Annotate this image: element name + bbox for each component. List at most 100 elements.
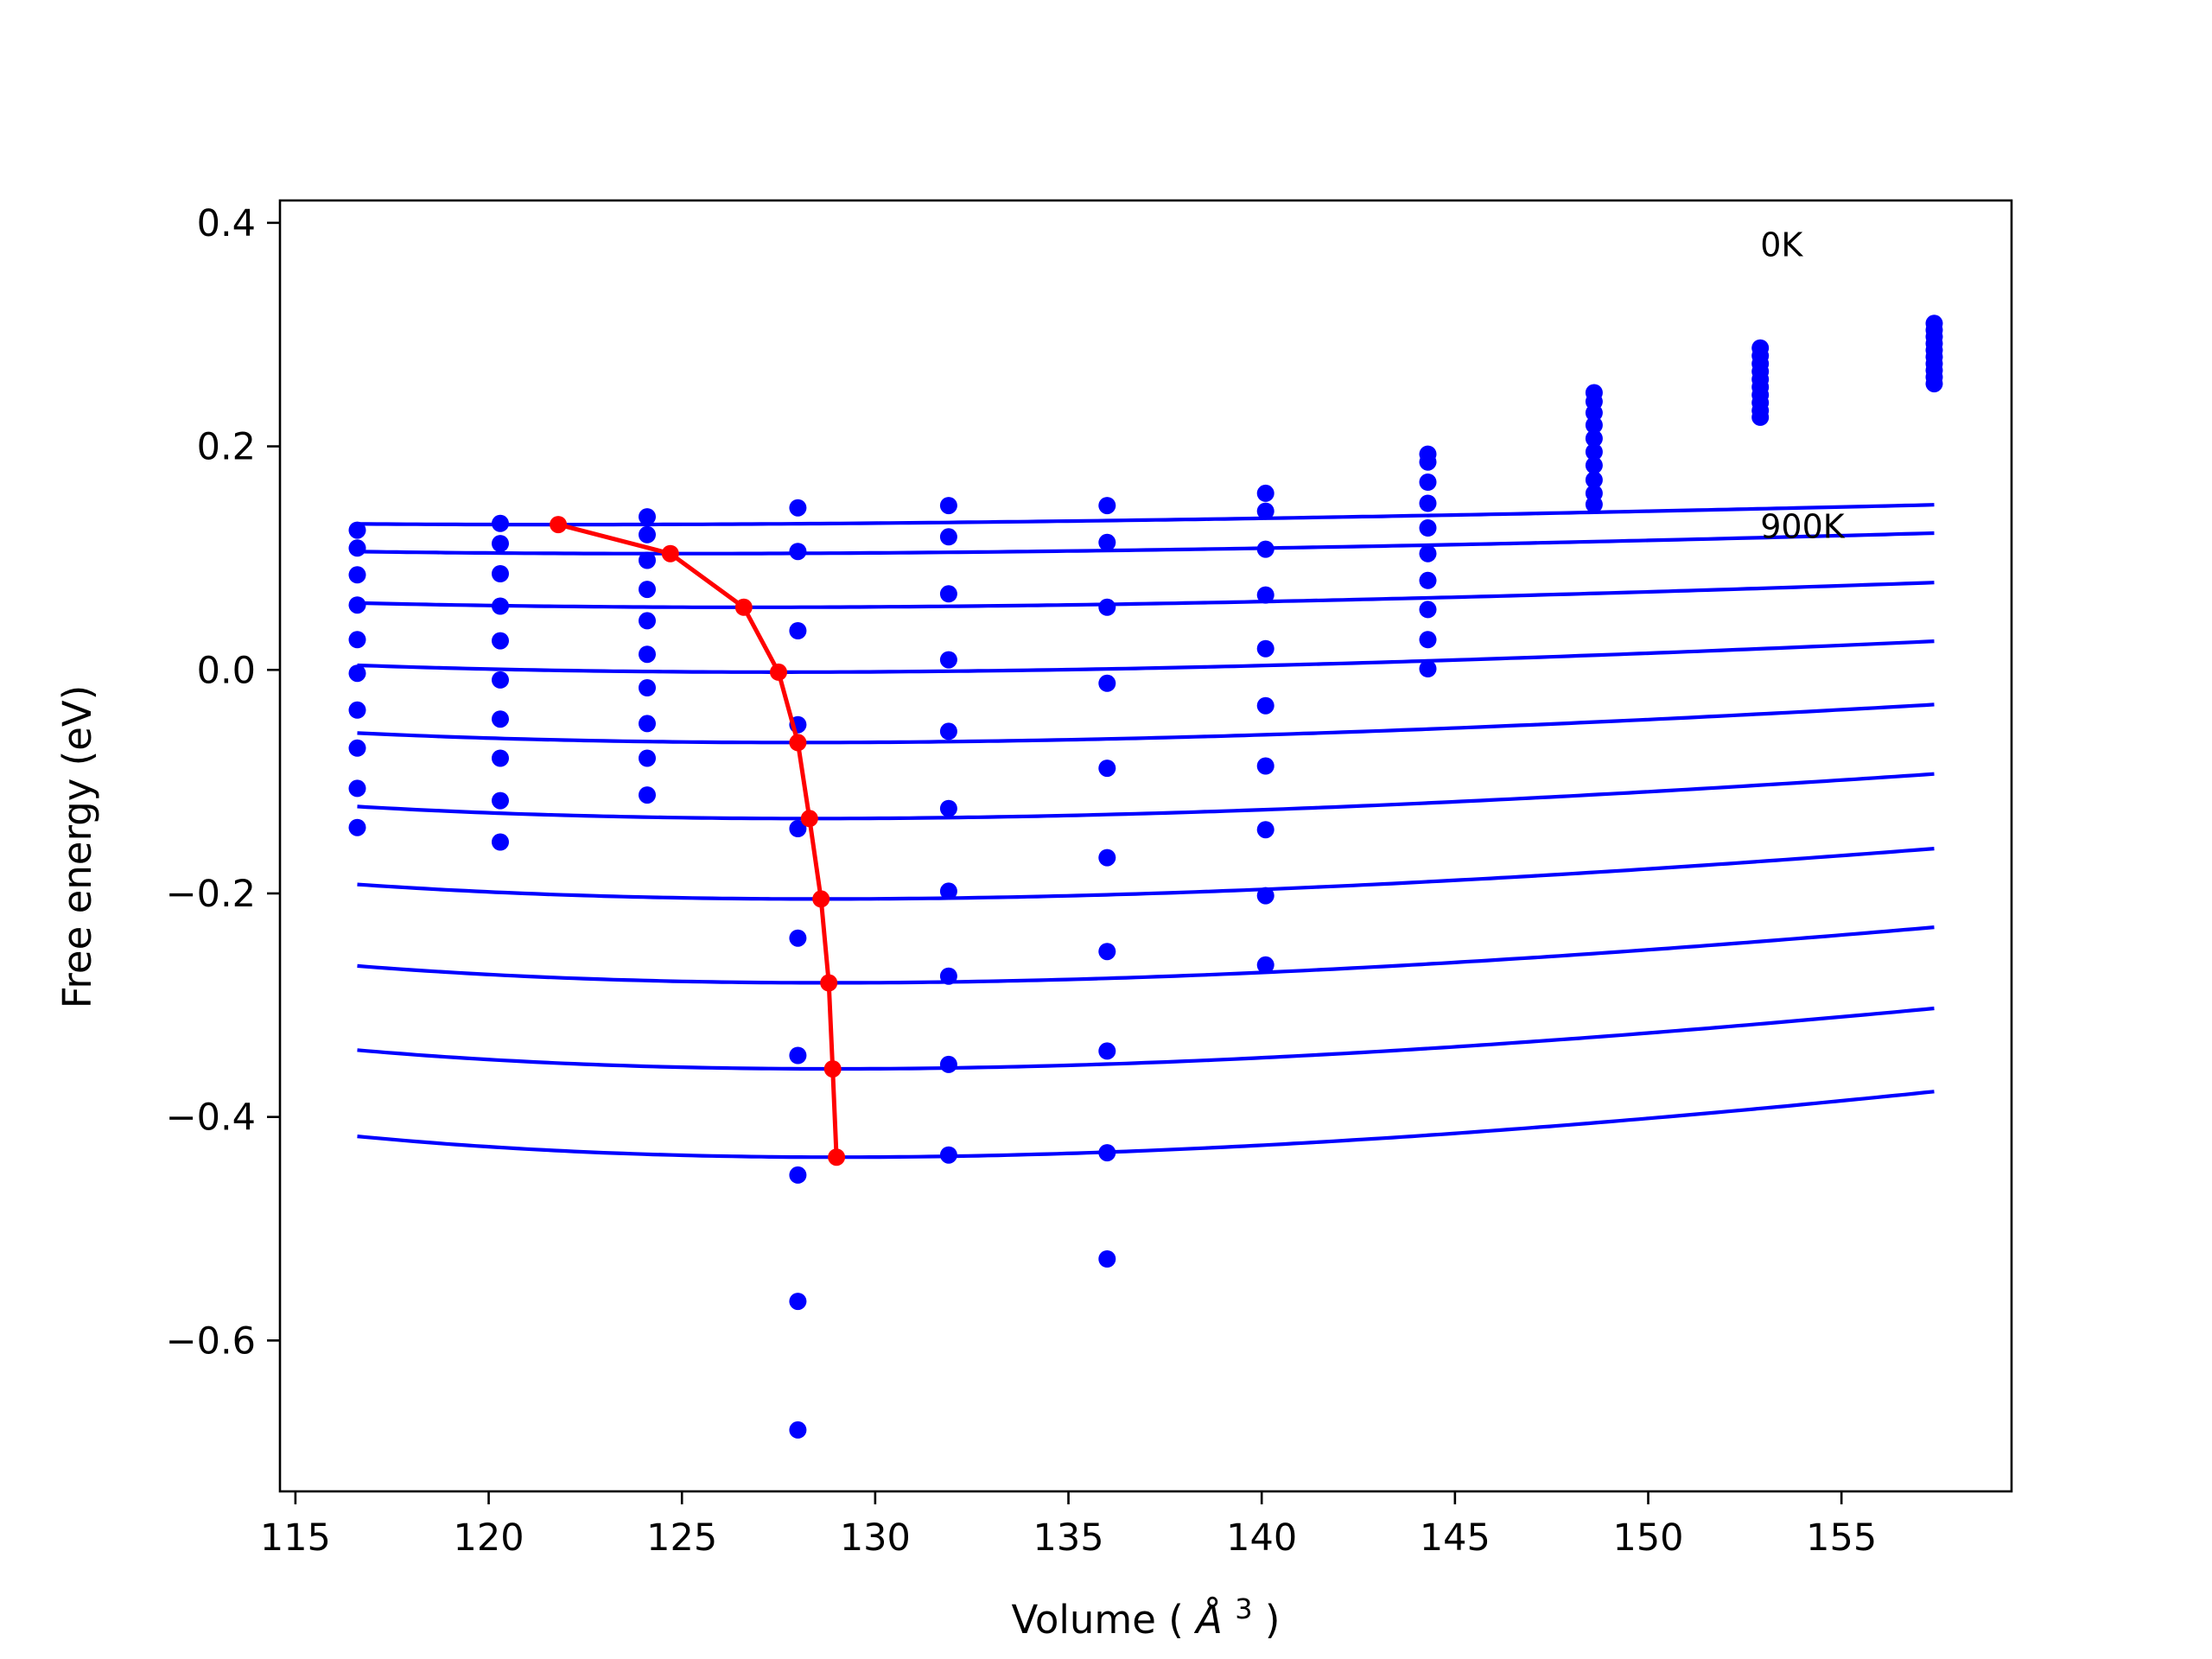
annotation-0k: 0K [1760,226,1803,264]
data-point [1419,571,1437,589]
data-point [492,671,509,689]
x-tick-label: 145 [1420,1516,1491,1560]
equilibrium-point [812,890,830,908]
data-point [492,597,509,615]
data-point [1585,429,1603,448]
data-point [1585,456,1603,474]
plot-frame [278,199,2013,1493]
data-point [1256,757,1274,775]
data-point [1098,1144,1116,1162]
data-point [492,710,509,728]
fit-curve-9 [357,1090,1935,1160]
x-axis-label-superscript: 3 [1235,1592,1252,1625]
data-point [639,749,656,767]
x-tick-label: 125 [646,1516,717,1560]
data-point [1585,404,1603,422]
data-point [939,722,957,741]
data-point [1098,849,1116,867]
equilibrium-line [557,522,839,1158]
data-point [1256,502,1274,520]
data-point [348,818,366,836]
data-point [639,679,656,696]
data-point [939,497,957,515]
equilibrium-point [770,663,787,681]
data-point [639,581,656,599]
data-point [492,632,509,650]
data-point [492,535,509,553]
data-point [939,1146,957,1164]
data-point [789,1166,807,1184]
data-point [939,882,957,900]
data-point [1419,519,1437,537]
data-point [939,967,957,985]
x-tick-label: 150 [1612,1516,1683,1560]
data-point [639,525,656,543]
annotation-900k: 900K [1760,508,1846,546]
data-point [789,499,807,517]
data-point [1098,1250,1116,1268]
data-point [639,715,656,733]
x-tick-label: 155 [1806,1516,1877,1560]
data-point [1098,598,1116,616]
x-axis-label: Volume ( Å 3 ) [1012,1582,1281,1643]
data-point [939,528,957,546]
equilibrium-point [789,734,807,752]
y-tick-label: 0.4 [197,202,256,245]
data-point [348,701,366,719]
data-point [1256,696,1274,715]
data-point [1256,586,1274,604]
x-tick-label: 135 [1033,1516,1103,1560]
data-points-layer [348,315,1943,1439]
data-point [1256,956,1274,974]
data-point [1256,639,1274,658]
data-point [1098,674,1116,692]
data-point [939,585,957,603]
data-point [492,833,509,851]
data-point [1098,943,1116,961]
x-tick-label: 140 [1226,1516,1297,1560]
equilibrium-point [734,598,753,616]
data-point [1419,544,1437,563]
data-point [639,786,656,804]
data-point [348,596,366,614]
data-point [1419,474,1437,491]
data-point [348,521,366,539]
x-tick-label: 130 [840,1516,911,1560]
data-point [1098,497,1116,515]
data-point [1419,660,1437,677]
data-point [939,651,957,669]
data-point [1419,494,1437,512]
data-point [1925,375,1943,393]
data-point [639,508,656,526]
x-tick-label: 120 [454,1516,524,1560]
data-point [1419,631,1437,649]
fit-curve-7 [357,925,1935,985]
data-point [789,820,807,837]
data-point [492,514,509,532]
fit-curve-2 [357,581,1935,609]
equilibrium-point [550,516,568,534]
data-point [348,779,366,798]
y-tick-label: −0.2 [166,873,256,916]
equilibrium-point [661,544,679,563]
fit-curve-3 [357,639,1935,674]
y-tick-label: 0.2 [197,426,256,469]
annotations-layer: 0K 900K [1760,226,1846,546]
fit-curve-0 [357,503,1935,527]
x-axis-label-close: ) [1265,1597,1281,1643]
equilibrium-point [820,974,838,992]
x-axis-label-text: Volume ( [1012,1597,1184,1643]
data-point [1585,495,1603,513]
data-point [639,612,656,630]
fit-curve-6 [357,847,1935,901]
x-axis-label-unit: Å [1193,1597,1223,1643]
data-point [639,551,656,569]
data-point [1585,416,1603,434]
data-point [348,631,366,649]
data-point [1419,601,1437,619]
y-tick-label: −0.6 [166,1319,256,1363]
x-tick-label: 115 [260,1516,331,1560]
data-point [1098,1042,1116,1060]
data-point [939,1055,957,1073]
data-point [789,1046,807,1065]
